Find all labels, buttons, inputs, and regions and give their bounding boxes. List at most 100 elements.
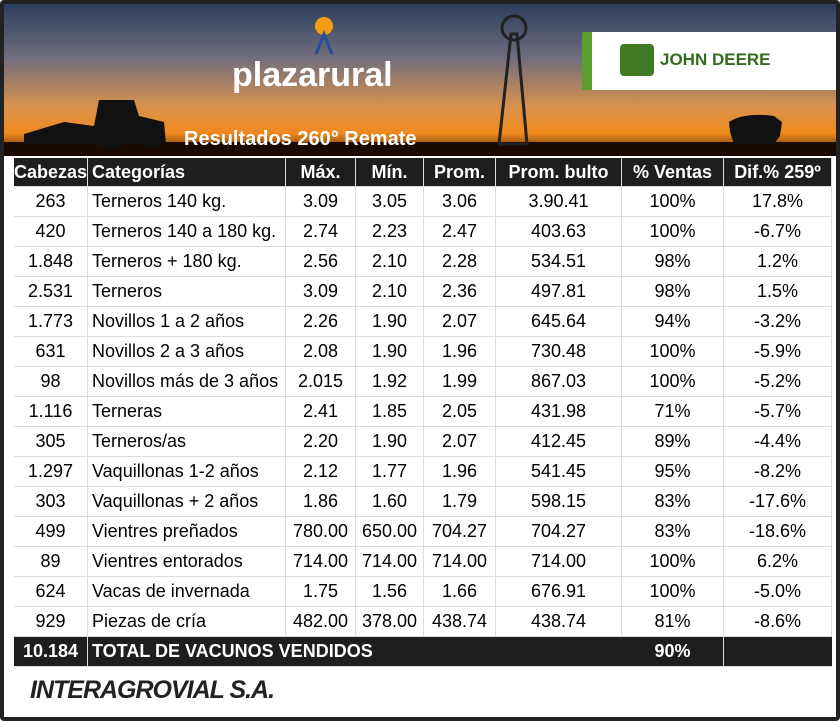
cell: 2.20	[286, 427, 356, 456]
cell: 2.08	[286, 337, 356, 366]
table-row: 89 Vientres entorados 714.00 714.00 714.00 71…	[14, 547, 832, 577]
cell: 6.2%	[724, 547, 832, 576]
cell: 780.00	[286, 517, 356, 546]
logo: plazarural	[232, 56, 393, 94]
cell: 100%	[622, 217, 724, 246]
cell: 98%	[622, 247, 724, 276]
cell: 1.77	[356, 457, 424, 486]
cell: -8.6%	[724, 607, 832, 636]
cell: 1.66	[424, 577, 496, 606]
table-row: 263 Terneros 140 kg. 3.09 3.05 3.06 3.90.41 10…	[14, 187, 832, 217]
cell: 98	[14, 367, 88, 396]
cell: 1.56	[356, 577, 424, 606]
cell: Cabezas	[14, 158, 88, 187]
cell: 81%	[622, 607, 724, 636]
cell: 2.10	[356, 247, 424, 276]
footer: INTERAGROVIAL S.A.	[30, 676, 275, 704]
cell: Prom.	[424, 158, 496, 187]
cell: 438.74	[496, 607, 622, 636]
cell: 403.63	[496, 217, 622, 246]
cell: 100%	[622, 547, 724, 576]
cell: Novillos 2 a 3 años	[88, 337, 286, 366]
cell: -5.7%	[724, 397, 832, 426]
table-row: 499 Vientres preñados 780.00 650.00 704.27 70…	[14, 517, 832, 547]
cell: 98%	[622, 277, 724, 306]
cell: 89	[14, 547, 88, 576]
cell: 2.74	[286, 217, 356, 246]
cell: 3.09	[286, 277, 356, 306]
cell: 704.27	[424, 517, 496, 546]
cell: 3.06	[424, 187, 496, 216]
cell: 714.00	[424, 547, 496, 576]
cell: 704.27	[496, 517, 622, 546]
cell: 17.8%	[724, 187, 832, 216]
table-row: 2.531 Terneros 3.09 2.10 2.36 497.81 98% 1.5%	[14, 277, 832, 307]
cell: 2.28	[424, 247, 496, 276]
cell: 2.07	[424, 307, 496, 336]
table-row: 1.848 Terneros + 180 kg. 2.56 2.10 2.28 534.5…	[14, 247, 832, 277]
cell: 1.85	[356, 397, 424, 426]
banner: plazarural JOHN DEERE Resultados 260° Re…	[4, 4, 836, 156]
sponsor-logo: JOHN DEERE	[582, 32, 836, 90]
cell: 100%	[622, 337, 724, 366]
title: Resultados 260° Remate	[184, 128, 417, 150]
cell: % Ventas	[622, 158, 724, 187]
cell: 541.45	[496, 457, 622, 486]
cell: -4.4%	[724, 427, 832, 456]
header-row: Cabezas Categorías Máx. Mín. Prom. Prom. bult…	[14, 158, 832, 187]
cell: 534.51	[496, 247, 622, 276]
cell: 3.05	[356, 187, 424, 216]
cell: 378.00	[356, 607, 424, 636]
cell: -5.2%	[724, 367, 832, 396]
cell: 263	[14, 187, 88, 216]
cell: Vientres preñados	[88, 517, 286, 546]
cell: 497.81	[496, 277, 622, 306]
cell: 867.03	[496, 367, 622, 396]
table: Cabezas Categorías Máx. Mín. Prom. Prom. bult…	[14, 158, 832, 667]
cell: Vientres entorados	[88, 547, 286, 576]
cell: 1.5%	[724, 277, 832, 306]
cell: 10.184	[14, 637, 88, 666]
cell: -6.7%	[724, 217, 832, 246]
cell: 631	[14, 337, 88, 366]
cell: 2.36	[424, 277, 496, 306]
cell: Piezas de cría	[88, 607, 286, 636]
cell: 1.848	[14, 247, 88, 276]
cell: TOTAL DE VACUNOS VENDIDOS	[92, 641, 373, 661]
cell: 100%	[622, 577, 724, 606]
cell: 431.98	[496, 397, 622, 426]
cell: 95%	[622, 457, 724, 486]
cell: 2.26	[286, 307, 356, 336]
table-row: 1.116 Terneras 2.41 1.85 2.05 431.98 71% -5.7%	[14, 397, 832, 427]
cell: 714.00	[356, 547, 424, 576]
cell: -3.2%	[724, 307, 832, 336]
cell: 1.90	[356, 337, 424, 366]
cell: 1.297	[14, 457, 88, 486]
cell: Terneros	[88, 277, 286, 306]
cell: Vacas de invernada	[88, 577, 286, 606]
cell: 83%	[622, 517, 724, 546]
cell: 1.86	[286, 487, 356, 516]
cell: 676.91	[496, 577, 622, 606]
cell: Dif.% 259º	[724, 158, 832, 187]
cell: 94%	[622, 307, 724, 336]
cell: 71%	[622, 397, 724, 426]
cell: 2.56	[286, 247, 356, 276]
table-row: 929 Piezas de cría 482.00 378.00 438.74 438.7…	[14, 607, 832, 637]
cell: Novillos más de 3 años	[88, 367, 286, 396]
table-row: 305 Terneros/as 2.20 1.90 2.07 412.45 89% -4.4%	[14, 427, 832, 457]
table-row: 1.297 Vaquillonas 1-2 años 2.12 1.77 1.96 541…	[14, 457, 832, 487]
cell: 89%	[622, 427, 724, 456]
cell: 2.531	[14, 277, 88, 306]
cell: Terneros 140 a 180 kg.	[88, 217, 286, 246]
cell: 714.00	[496, 547, 622, 576]
cell: Mín.	[356, 158, 424, 187]
table-row: 624 Vacas de invernada 1.75 1.56 1.66 676.91 1…	[14, 577, 832, 607]
cell: 1.92	[356, 367, 424, 396]
table-row: 303 Vaquillonas + 2 años 1.86 1.60 1.79 598.1…	[14, 487, 832, 517]
cell: 482.00	[286, 607, 356, 636]
silhouettes	[4, 14, 836, 156]
cell: 1.99	[424, 367, 496, 396]
cell: 420	[14, 217, 88, 246]
